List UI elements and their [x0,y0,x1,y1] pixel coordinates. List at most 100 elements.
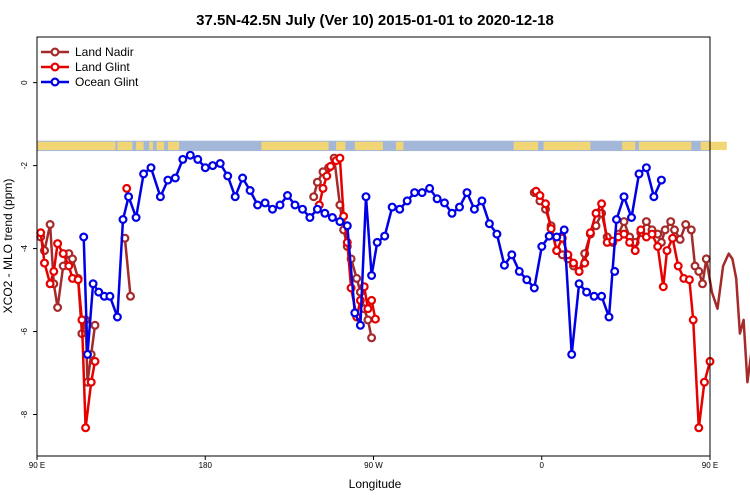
data-point [688,315,698,325]
data-point [326,161,336,171]
data-point [245,186,255,196]
data-point [662,246,672,256]
legend-marker [50,77,60,87]
data-point [681,220,691,230]
data-point [45,279,55,289]
data-point [290,200,300,210]
data-point [619,217,629,227]
x-tick-label: 90 W [364,461,383,470]
data-point [591,208,601,218]
data-point [636,225,646,235]
data-point [604,312,614,322]
data-point [36,228,46,238]
data-point [88,279,98,289]
data-point [597,199,607,209]
series-land-nadir [36,153,750,387]
data-point [124,192,134,202]
data-point [380,231,390,241]
data-point [112,312,122,322]
data-point [268,204,278,214]
data-point [67,254,77,264]
data-point [559,225,569,235]
data-point [567,349,577,359]
data-point [507,250,517,260]
data-point [611,215,621,225]
data-point [335,217,345,227]
data-point [94,287,104,297]
data-point [361,192,371,202]
data-point [208,161,218,171]
data-point [79,232,89,242]
data-point [73,275,83,285]
data-point [170,173,180,183]
data-point [402,196,412,206]
data-point [309,192,319,202]
data-point [39,258,49,268]
data-point [193,154,203,164]
legend-item: Land Nadir [41,45,134,59]
data-point [223,171,233,181]
data-point [484,219,494,229]
data-point [653,242,663,252]
data-point [529,283,539,293]
data-point [387,202,397,212]
x-tick-label: 180 [199,461,213,470]
data-point [641,217,651,227]
data-point [367,271,377,281]
data-point [522,275,532,285]
data-point [625,237,635,247]
data-point [462,188,472,198]
data-point [686,225,696,235]
legend-label: Land Nadir [75,45,134,59]
data-point [574,266,584,276]
data-point [455,202,465,212]
data-point [139,169,149,179]
y-tick-label: -2 [20,162,29,170]
data-point [610,266,620,276]
data-point [163,175,173,185]
data-point [425,183,435,193]
y-tick-label: -4 [20,244,29,252]
legend-marker [50,47,60,57]
y-axis: 0 -2 -4 -6 -8 [20,80,37,418]
data-point [312,177,322,187]
data-point [367,295,377,305]
data-point [125,291,135,301]
data-point [146,163,156,173]
data-point [363,315,373,325]
data-point [619,229,629,239]
x-tick-label: 90 E [29,461,45,470]
data-point [673,261,683,271]
data-point [320,208,330,218]
data-point [469,204,479,214]
data-point [367,333,377,343]
data-point [540,199,550,209]
chart-title: 37.5N-42.5N July (Ver 10) 2015-01-01 to … [196,12,554,29]
data-point [535,191,545,201]
data-point [90,320,100,330]
data-point [585,228,595,238]
data-point [58,249,68,259]
data-point [626,213,636,223]
series-line [82,153,663,356]
data-point [537,242,547,252]
data-point [647,229,657,239]
data-point [253,200,263,210]
data-point [155,192,165,202]
data-point [49,266,59,276]
data-point [64,261,74,271]
data-point [230,192,240,202]
data-point [45,220,55,230]
data-point [200,163,210,173]
data-point [322,171,332,181]
data-point [619,192,629,202]
data-point [283,191,293,201]
data-point [544,231,554,241]
data-point [238,173,248,183]
data-point [335,153,345,163]
data-point [694,266,704,276]
data-point [327,213,337,223]
data-point [82,349,92,359]
data-point [477,196,487,206]
